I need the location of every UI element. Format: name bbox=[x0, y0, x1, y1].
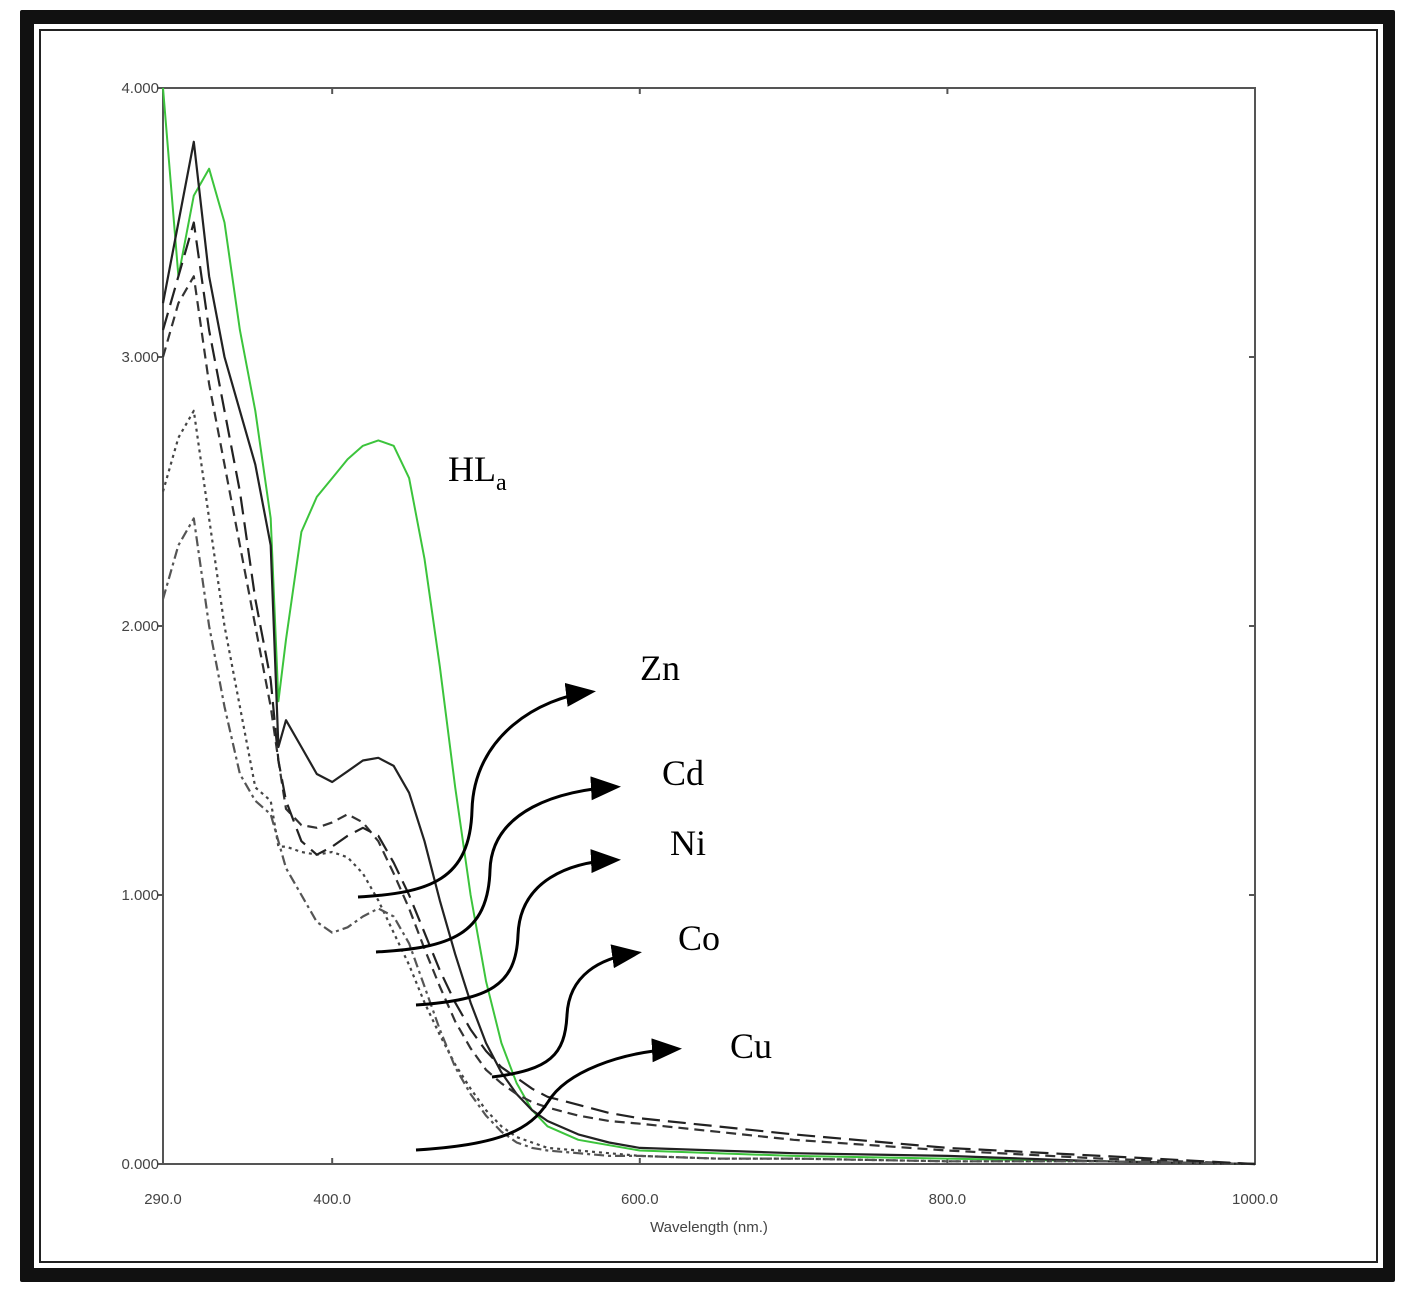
x-axis-title: Wavelength (nm.) bbox=[650, 1219, 768, 1236]
y-tick-label: 0.000 bbox=[121, 1156, 159, 1173]
frame-rule bbox=[39, 29, 1378, 1263]
x-tick-label: 290.0 bbox=[144, 1191, 182, 1208]
plot-area bbox=[162, 87, 1256, 1165]
x-tick-label: 800.0 bbox=[929, 1191, 967, 1208]
arrow-ni bbox=[415, 849, 621, 1007]
series-line-co bbox=[161, 517, 1256, 1166]
y-tick-label: 3.000 bbox=[121, 349, 159, 366]
label-co: Co bbox=[678, 918, 720, 958]
series-line-hla bbox=[162, 87, 1256, 1165]
series-line-cd bbox=[161, 275, 1256, 1166]
x-tick-label: 400.0 bbox=[313, 1191, 351, 1208]
label-hla: HLa bbox=[448, 449, 507, 496]
label-ni: Ni bbox=[670, 823, 706, 863]
arrow-cd bbox=[375, 776, 621, 954]
label-zn: Zn bbox=[640, 648, 680, 688]
series-line-zn bbox=[161, 140, 1256, 1166]
label-cu: Cu bbox=[730, 1026, 772, 1066]
y-tick-label: 4.000 bbox=[121, 80, 159, 97]
arrow-co bbox=[491, 944, 642, 1079]
y-tick-label: 1.000 bbox=[121, 887, 159, 904]
x-tick-label: 1000.0 bbox=[1232, 1191, 1278, 1208]
series-layer bbox=[161, 87, 1256, 1166]
arrow-cu bbox=[415, 1038, 682, 1152]
x-tick-label: 600.0 bbox=[621, 1191, 659, 1208]
label-cd: Cd bbox=[662, 753, 704, 793]
arrow-zn bbox=[357, 682, 596, 899]
x-axis: 290.0 400.0 600.0 800.0 1000.0 bbox=[144, 88, 1278, 1208]
y-axis: 0.000 1.000 2.000 3.000 4.000 bbox=[121, 80, 1255, 1173]
series-line-ni bbox=[161, 409, 1256, 1166]
series-line-cu bbox=[161, 221, 1256, 1166]
annotation-arrows bbox=[357, 682, 682, 1152]
y-tick-label: 2.000 bbox=[121, 618, 159, 635]
